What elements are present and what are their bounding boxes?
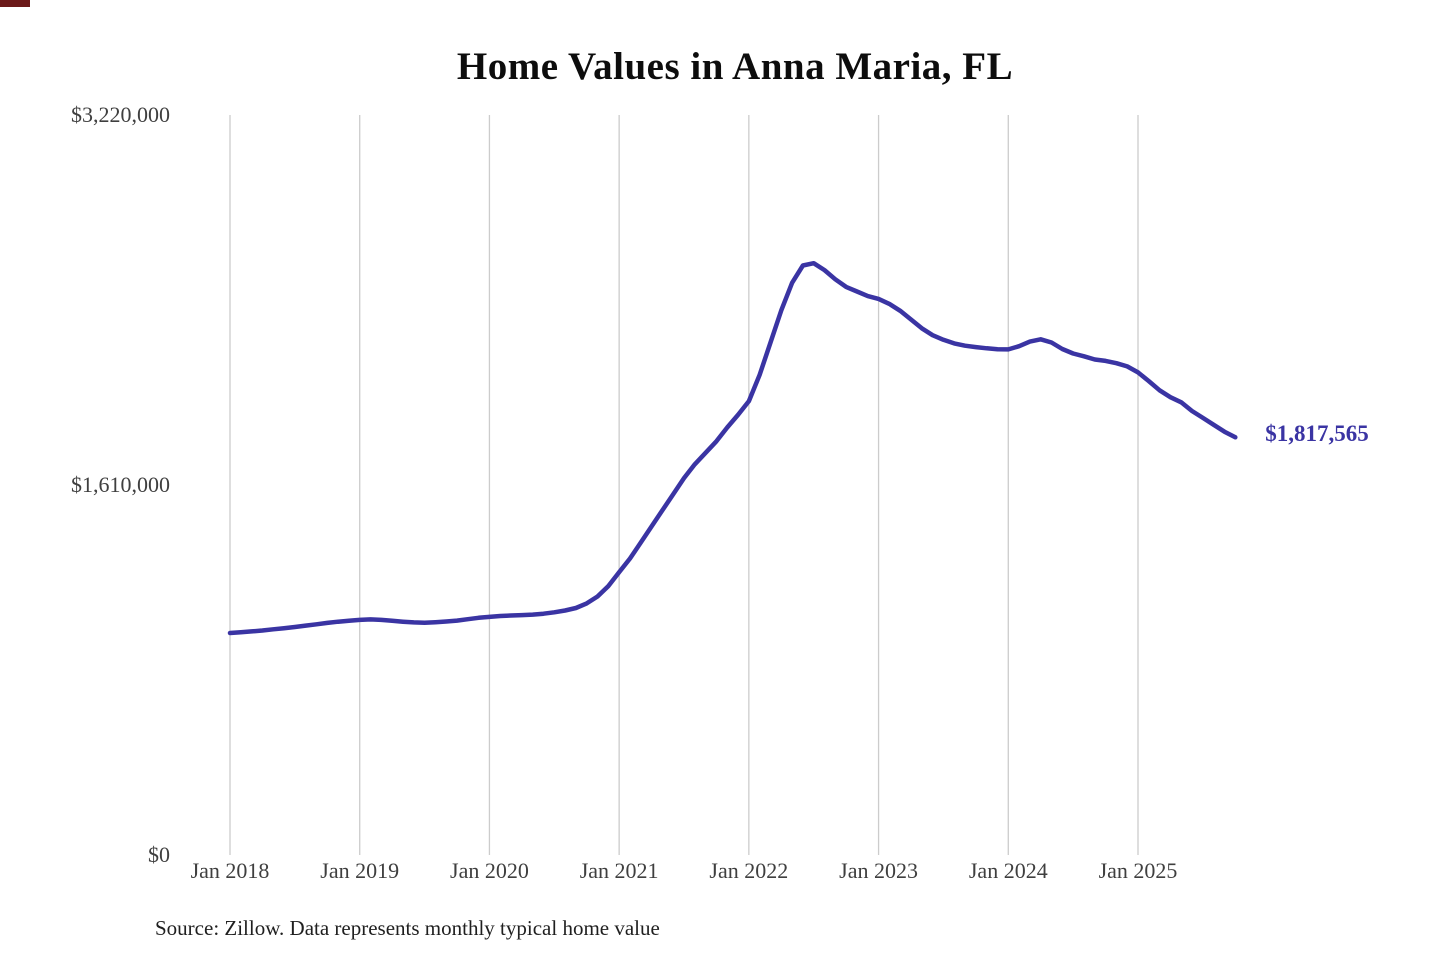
x-axis-tick-label: Jan 2024	[968, 858, 1048, 883]
x-axis-tick-label: Jan 2018	[190, 858, 270, 883]
home-value-line	[227, 260, 1238, 636]
y-axis-tick-label: $3,220,000	[71, 102, 170, 127]
y-axis-tick-label: $0	[148, 842, 170, 867]
x-axis-tick-label: Jan 2023	[839, 858, 918, 883]
x-axis-tick-label: Jan 2022	[709, 858, 789, 883]
x-axis-tick-label: Jan 2020	[450, 858, 529, 883]
screen-corner-artifact	[0, 0, 30, 7]
latest-value-label: $1,817,565	[1265, 421, 1369, 447]
x-axis-tick-label: Jan 2019	[320, 858, 400, 883]
chart-title: Home Values in Anna Maria, FL	[456, 45, 1014, 88]
x-axis-tick-label: Jan 2025	[1098, 858, 1178, 883]
source-note: Source: Zillow. Data represents monthly …	[155, 916, 660, 940]
x-axis-tick-label: Jan 2021	[579, 858, 659, 883]
y-axis-tick-label: $1,610,000	[71, 472, 170, 497]
